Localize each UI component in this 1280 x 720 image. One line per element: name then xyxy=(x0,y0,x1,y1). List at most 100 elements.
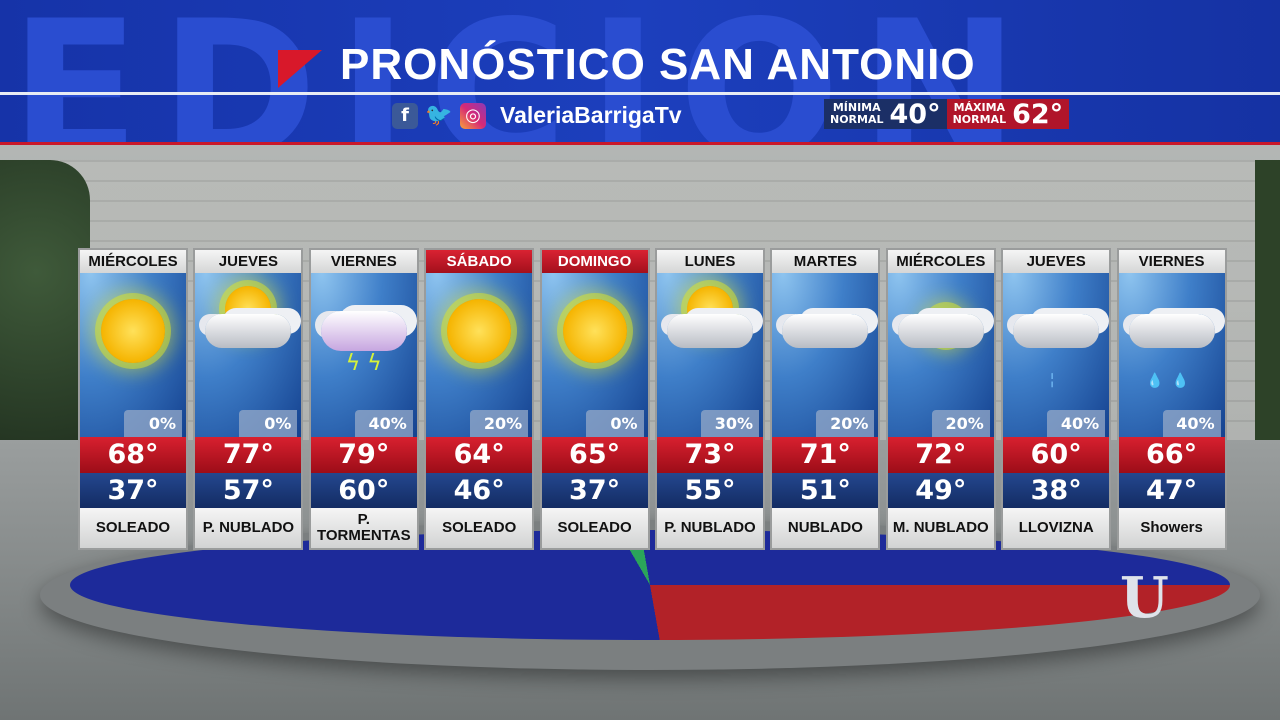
precip-chance: 0% xyxy=(239,410,298,437)
header-banner: EDICION PRONÓSTICO SAN ANTONIO f 🐦 ◎ Val… xyxy=(0,0,1280,145)
tree xyxy=(0,160,90,440)
condition-label: Showers xyxy=(1118,508,1225,548)
weather-icon-panel: ϟ ϟ 40% xyxy=(310,273,417,437)
sun-icon xyxy=(562,299,627,363)
forecast-card: MIÉRCOLES 20% 72° 49° M. NUBLADO xyxy=(887,250,994,548)
condition-label: M. NUBLADO xyxy=(887,508,994,548)
weather-icon-panel: 30% xyxy=(657,273,763,437)
low-temp: 37° xyxy=(541,473,648,508)
day-label: SÁBADO xyxy=(426,250,533,273)
day-label: DOMINGO xyxy=(541,250,648,273)
weather-icon-panel: 0% xyxy=(541,273,648,437)
forecast-card: VIERNES ϟ ϟ 40% 79° 60° P. TORMENTAS xyxy=(310,250,417,548)
low-temp: 57° xyxy=(195,473,302,508)
univision-logo-icon: U xyxy=(1120,565,1169,631)
forecast-card: JUEVES ╎ 40% 60° 38° LLOVIZNA xyxy=(1003,250,1110,548)
low-temp: 51° xyxy=(772,473,879,508)
forecast-card: DOMINGO 0% 65° 37° SOLEADO xyxy=(541,250,648,548)
weather-icon-panel: 0% xyxy=(195,273,302,437)
day-label: MARTES xyxy=(772,250,879,273)
condition-label: NUBLADO xyxy=(772,508,879,548)
precip-chance: 40% xyxy=(1162,410,1221,437)
weather-icon-panel: 20% xyxy=(772,273,879,437)
social-handle: ValeriaBarrigaTv xyxy=(500,102,682,128)
day-label: VIERNES xyxy=(1118,250,1225,273)
condition-label: SOLEADO xyxy=(426,508,533,548)
condition-label: SOLEADO xyxy=(80,508,186,548)
condition-label: P. NUBLADO xyxy=(657,508,763,548)
low-temp: 46° xyxy=(426,473,533,508)
max-normal-label: NORMAL xyxy=(952,113,1007,126)
forecast-card: MARTES 20% 71° 51° NUBLADO xyxy=(772,250,879,548)
low-temp: 49° xyxy=(887,473,994,508)
day-label: VIERNES xyxy=(310,250,417,273)
weather-icon-panel: ╎ 40% xyxy=(1003,273,1110,437)
low-temp: 38° xyxy=(1003,473,1110,508)
weather-icon-panel: 20% xyxy=(887,273,994,437)
high-temp: 65° xyxy=(541,437,648,473)
facebook-icon: f xyxy=(392,102,418,129)
divider xyxy=(0,142,1280,145)
day-label: MIÉRCOLES xyxy=(887,250,994,273)
max-normal: MÁXIMA NORMAL 62° xyxy=(946,98,1070,130)
forecast-card: SÁBADO 20% 64° 46° SOLEADO xyxy=(426,250,533,548)
condition-label: P. NUBLADO xyxy=(195,508,302,548)
normal-temps: MÍNIMA NORMAL 40° MÁXIMA NORMAL 62° xyxy=(824,98,1070,130)
day-label: JUEVES xyxy=(1003,250,1110,273)
platform-disc xyxy=(70,530,1230,640)
low-temp: 60° xyxy=(310,473,417,508)
showers-icon: 💧💧 xyxy=(1146,373,1198,389)
precip-chance: 0% xyxy=(124,410,182,437)
weather-icon-panel: 20% xyxy=(426,273,533,437)
precip-chance: 20% xyxy=(931,410,990,437)
forecast-card: VIERNES 💧💧 40% 66° 47° Showers xyxy=(1118,250,1225,548)
precip-chance: 30% xyxy=(701,410,759,437)
tree xyxy=(1255,160,1280,440)
high-temp: 66° xyxy=(1118,437,1225,473)
mostly-cloudy-icon xyxy=(897,308,984,348)
high-temp: 68° xyxy=(80,437,186,473)
precip-chance: 20% xyxy=(816,410,875,437)
social-bar: f 🐦 ◎ ValeriaBarrigaTv xyxy=(392,102,682,129)
high-temp: 79° xyxy=(310,437,417,473)
condition-label: P. TORMENTAS xyxy=(310,508,417,548)
min-normal-label: NORMAL xyxy=(830,113,884,126)
day-label: JUEVES xyxy=(195,250,302,273)
lightning-icon: ϟ ϟ xyxy=(345,351,382,376)
cloud-icon xyxy=(782,314,869,348)
high-temp: 60° xyxy=(1003,437,1110,473)
min-normal-label: MÍNIMA xyxy=(832,101,881,114)
sun-icon xyxy=(447,299,512,363)
min-normal-value: 40° xyxy=(889,98,941,130)
cloud-icon xyxy=(1128,314,1215,348)
forecast-card: JUEVES 0% 77° 57° P. NUBLADO xyxy=(195,250,302,548)
high-temp: 77° xyxy=(195,437,302,473)
weather-icon-panel: 💧💧 40% xyxy=(1118,273,1225,437)
max-normal-label: MÁXIMA xyxy=(953,101,1006,114)
low-temp: 47° xyxy=(1118,473,1225,508)
low-temp: 55° xyxy=(657,473,763,508)
high-temp: 71° xyxy=(772,437,879,473)
min-normal: MÍNIMA NORMAL 40° xyxy=(824,98,947,130)
instagram-icon: ◎ xyxy=(460,102,486,129)
condition-label: LLOVIZNA xyxy=(1003,508,1110,548)
day-label: MIÉRCOLES xyxy=(80,250,186,273)
partly-cloudy-icon xyxy=(205,286,292,348)
sun-icon xyxy=(101,299,165,363)
high-temp: 64° xyxy=(426,437,533,473)
high-temp: 73° xyxy=(657,437,763,473)
cloud-icon xyxy=(1013,314,1100,348)
high-temp: 72° xyxy=(887,437,994,473)
twitter-icon: 🐦 xyxy=(425,103,453,128)
divider xyxy=(0,92,1280,95)
red-flag-icon xyxy=(278,50,322,88)
forecast-card: LUNES 30% 73° 55° P. NUBLADO xyxy=(657,250,763,548)
precip-chance: 0% xyxy=(585,410,644,437)
partly-cloudy-icon xyxy=(667,286,753,348)
precip-chance: 20% xyxy=(470,410,529,437)
precip-chance: 40% xyxy=(1047,410,1106,437)
weather-icon-panel: 0% xyxy=(80,273,186,437)
forecast-card: MIÉRCOLES 0% 68° 37° SOLEADO xyxy=(80,250,186,548)
day-label: LUNES xyxy=(657,250,763,273)
max-normal-value: 62° xyxy=(1012,98,1064,130)
